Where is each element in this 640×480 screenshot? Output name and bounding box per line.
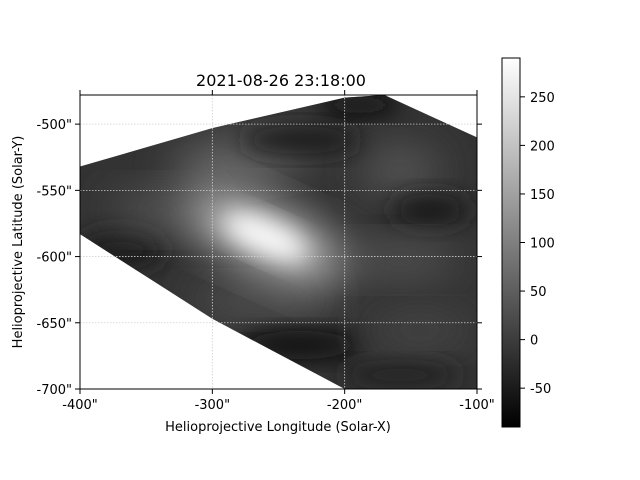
y-tick-label: -500"	[37, 118, 72, 133]
colorbar-tick-label: -50	[530, 382, 551, 397]
y-tick-label: -550"	[37, 184, 72, 199]
y-tick-label: -600"	[37, 251, 72, 266]
colorbar: 250 200 150 100 50 0 -50	[501, 57, 555, 428]
heatmap-texture	[80, 95, 475, 387]
y-axis-label: Helioprojective Latitude (Solar-Y)	[11, 136, 26, 349]
grid-lines	[80, 95, 477, 389]
x-axis-label: Helioprojective Longitude (Solar-X)	[165, 420, 391, 435]
heatmap-image	[80, 95, 477, 389]
bright-blob-core	[223, 213, 307, 261]
plot-area: -400" -300" -200" -100" -500" -550" -600" -650…	[37, 90, 495, 413]
y-tick-label: -650"	[37, 317, 72, 332]
colorbar-tick-label: 100	[530, 237, 555, 252]
colorbar-ticks: 250 200 150 100 50 0 -50	[520, 91, 555, 397]
plot-frame	[79, 94, 478, 390]
x-tick-label: -100"	[459, 398, 494, 413]
colorbar-gradient	[501, 57, 521, 428]
x-axis-ticks: -400" -300" -200" -100"	[62, 90, 495, 413]
colorbar-tick-label: 250	[530, 91, 555, 106]
x-tick-label: -300"	[195, 398, 230, 413]
colorbar-tick-label: 150	[530, 188, 555, 203]
x-tick-label: -200"	[327, 398, 362, 413]
chart-title: 2021-08-26 23:18:00	[196, 71, 366, 90]
colorbar-tick-label: 0	[530, 334, 538, 349]
y-tick-label: -700"	[37, 383, 72, 398]
colorbar-tick-label: 50	[530, 285, 547, 300]
y-axis-ticks: -500" -550" -600" -650" -700"	[37, 118, 482, 398]
x-tick-label: -400"	[62, 398, 97, 413]
colorbar-tick-label: 200	[530, 139, 555, 154]
